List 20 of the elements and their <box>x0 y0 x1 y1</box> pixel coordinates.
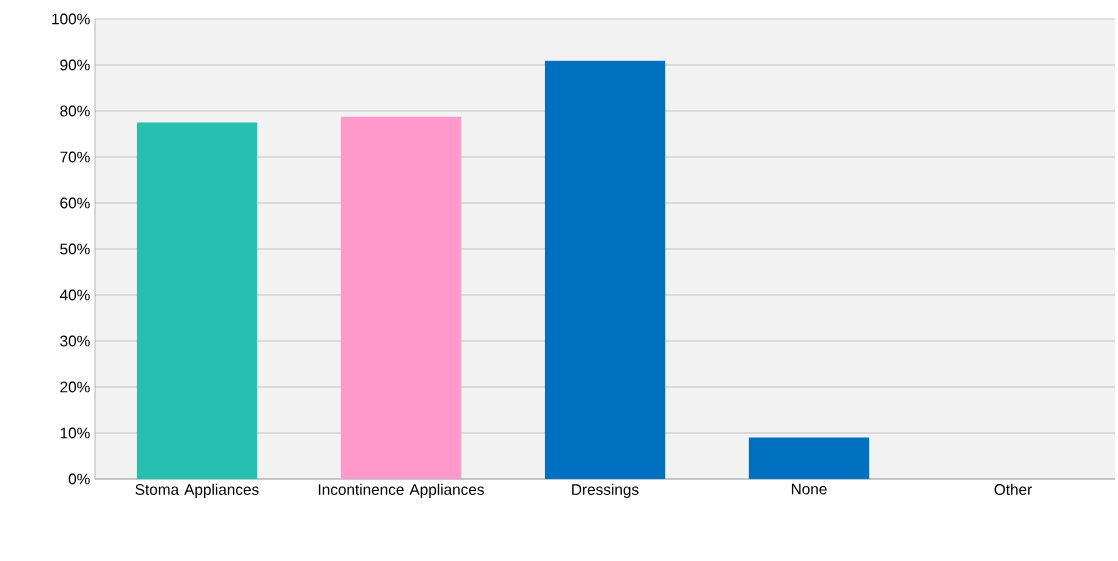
x-tick-label: Incontinence Appliances <box>318 483 484 498</box>
y-tick-label: 100% <box>52 13 90 25</box>
bar <box>544 60 666 479</box>
y-tick-label: 50% <box>60 243 90 255</box>
x-tick-label: Other <box>994 483 1032 495</box>
x-tick-label: None <box>791 483 827 495</box>
y-tick-label: 0% <box>68 473 90 485</box>
y-tick-label: 70% <box>60 151 90 163</box>
y-tick-label: 30% <box>60 335 90 347</box>
x-tick-label: Dressings <box>572 483 639 498</box>
y-tick-label: 60% <box>60 197 90 209</box>
y-tick-label: 20% <box>60 381 90 393</box>
y-tick-label: 80% <box>60 105 90 117</box>
bar <box>136 122 258 479</box>
bar <box>748 437 870 479</box>
x-tick-label: Stoma Appliances <box>135 483 259 498</box>
y-tick-label: 90% <box>60 59 90 71</box>
bar <box>340 116 462 479</box>
y-tick-label: 10% <box>60 427 90 439</box>
y-tick-label: 40% <box>59 289 90 301</box>
